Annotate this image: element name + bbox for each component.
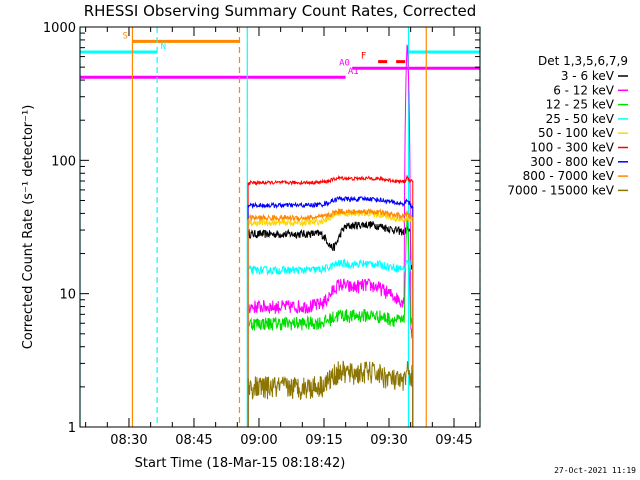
y-axis-ticks: 1 10 100 1000 <box>43 21 480 436</box>
series-line-2 <box>247 217 414 427</box>
legend-label-1: 6 - 12 keV <box>553 83 615 97</box>
x-axis-label: Start Time (18-Mar-15 08:18:42) <box>135 456 346 471</box>
series-lines <box>247 44 414 427</box>
flag-label-a0-4: A0 <box>339 58 350 68</box>
plot-frame <box>79 26 481 428</box>
series-line-1 <box>247 44 414 427</box>
legend-label-8: 7000 - 15000 keV <box>507 183 614 197</box>
y-tick-label-2: 100 <box>51 154 76 169</box>
y-tick-label-1: 10 <box>59 288 76 303</box>
legend-label-3: 25 - 50 keV <box>546 112 615 126</box>
series-line-4 <box>247 209 414 427</box>
x-axis-ticks: 08:30 08:45 09:00 09:15 09:30 09:45 <box>85 27 477 448</box>
x-tick-label-5: 09:45 <box>435 433 472 448</box>
legend-label-7: 800 - 7000 keV <box>523 169 615 183</box>
series-line-7 <box>247 208 414 427</box>
x-tick-label-1: 08:45 <box>175 433 212 448</box>
series-line-0 <box>247 221 414 427</box>
x-tick-label-0: 08:30 <box>110 433 147 448</box>
chart-title: RHESSI Observing Summary Count Rates, Co… <box>84 2 477 20</box>
legend-label-2: 12 - 25 keV <box>546 98 615 112</box>
flag-label-f-3: F <box>361 52 366 62</box>
attenuator-vlines <box>79 27 481 427</box>
y-axis-label: Corrected Count Rate (s⁻¹ detector⁻¹) <box>21 105 36 350</box>
series-line-3 <box>247 258 414 427</box>
render-date: 27-Oct-2021 11:19 <box>554 466 636 475</box>
flag-label-s-0: S <box>122 31 127 41</box>
flag-label-a1-5: A1 <box>348 67 359 77</box>
legend-title: Det 1,3,5,6,7,9 <box>538 54 628 68</box>
x-tick-label-3: 09:15 <box>305 433 342 448</box>
y-tick-label-3: 1000 <box>43 21 76 36</box>
series-line-5 <box>247 174 414 427</box>
legend-label-4: 50 - 100 keV <box>538 126 615 140</box>
series-line-6 <box>247 195 414 427</box>
legend-label-6: 300 - 800 keV <box>530 155 614 169</box>
x-tick-label-2: 09:00 <box>240 433 277 448</box>
legend-label-0: 3 - 6 keV <box>561 69 615 83</box>
flag-label-n-1: N <box>161 42 166 52</box>
series-line-8 <box>247 360 414 427</box>
y-tick-label-0: 1 <box>68 421 76 436</box>
x-tick-label-4: 09:30 <box>370 433 407 448</box>
legend-label-5: 100 - 300 keV <box>530 141 614 155</box>
